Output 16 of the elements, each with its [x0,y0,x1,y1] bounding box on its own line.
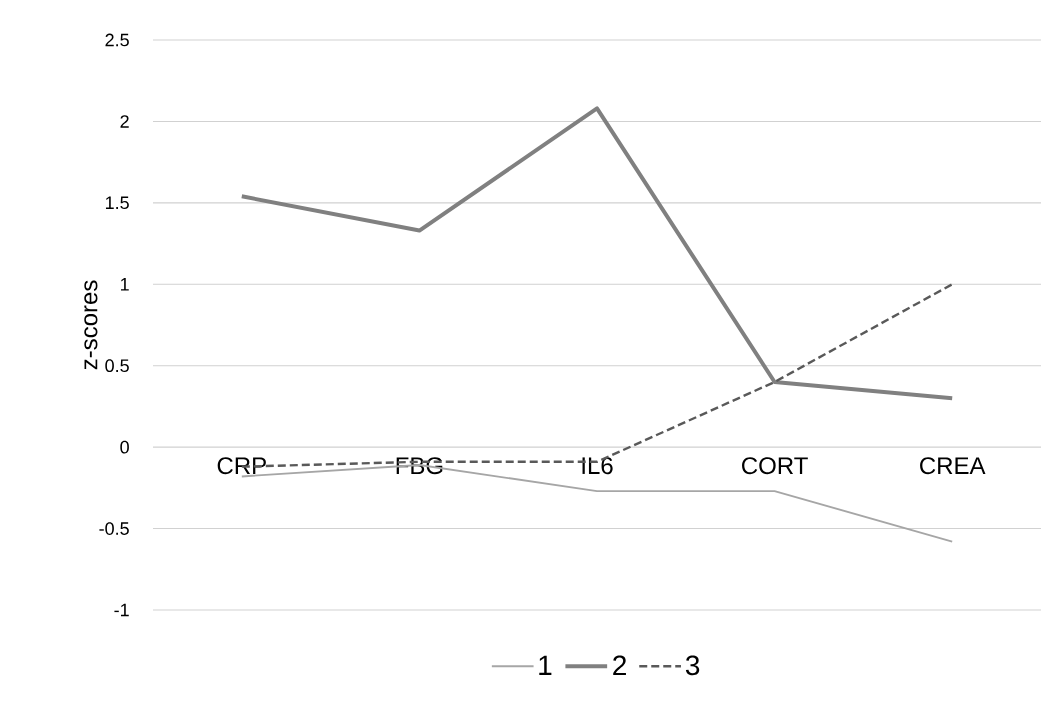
y-axis-title: z-scores [84,280,98,370]
x-tick-label: CREA [920,457,986,475]
y-tick-label: -0.5 [99,522,129,535]
x-tick-label: CRP [217,457,266,475]
legend-label: 3 [685,655,700,676]
y-tick-label: 0 [120,440,129,454]
x-tick-label: CORT [742,457,808,475]
y-tick-label: 1 [121,278,129,291]
y-tick-label: -1 [114,603,129,617]
y-tick-label: 2 [120,115,129,128]
legend-label: 1 [539,655,552,675]
y-tick-label: 1.5 [105,196,129,210]
y-tick-label: 2.5 [105,33,129,47]
line-series [239,106,955,401]
y-tick-label: 0.5 [105,359,129,373]
legend-label: 2 [613,655,626,676]
